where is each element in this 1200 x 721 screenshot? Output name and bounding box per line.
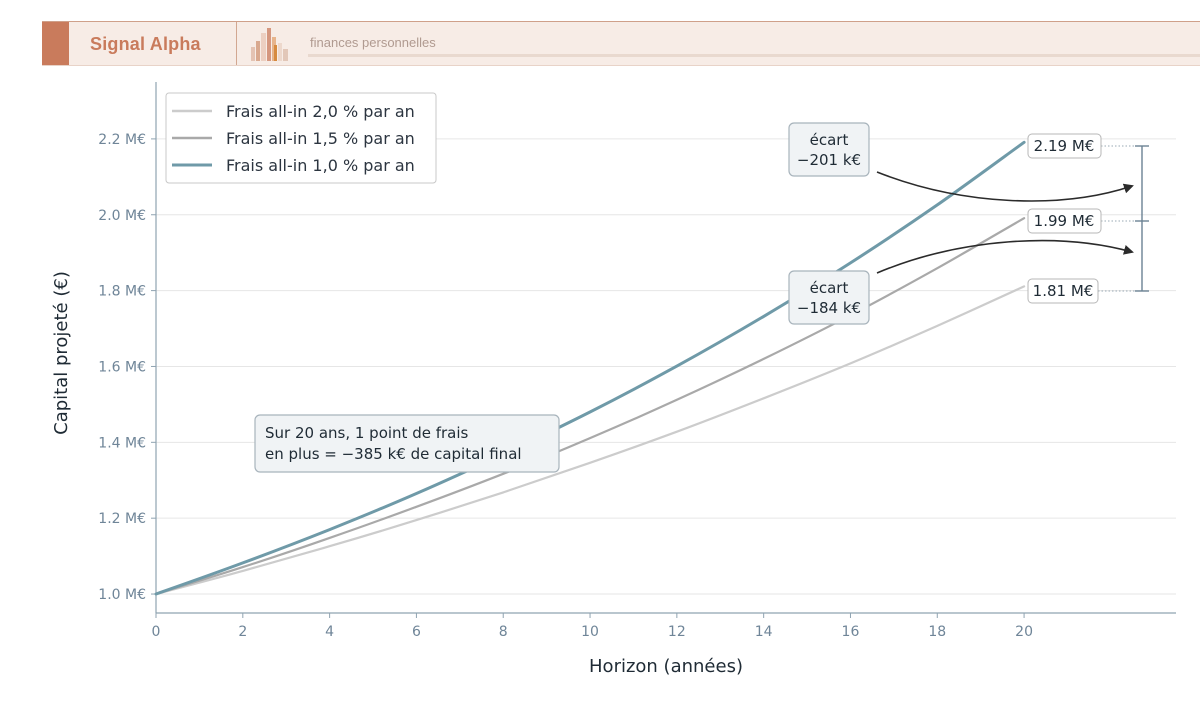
tagline-rule	[308, 54, 1200, 57]
x-tick-label: 2	[238, 624, 247, 640]
x-axis-title: Horizon (années)	[589, 656, 743, 677]
city-bars-icon	[251, 28, 288, 61]
summary-line-2: en plus = −385 k€ de capital final	[265, 445, 522, 463]
end-label-2-0: 1.81 M€	[1033, 282, 1094, 300]
y-tick-label: 1.8 M€	[98, 284, 146, 300]
x-tick-label: 20	[1015, 624, 1033, 640]
legend-label-1-5: Frais all-in 1,5 % par an	[226, 129, 415, 148]
x-tick-labels: 0 2 4 6 8 10 12 14 16 18 20	[152, 613, 1033, 640]
gap-bottom-line-2: −184 k€	[797, 299, 861, 317]
gap-top-arrow	[876, 171, 1134, 202]
x-tick-label: 16	[842, 624, 860, 640]
gap-annotation-top: écart −201 k€	[788, 122, 1134, 202]
gap-top-line-2: −201 k€	[797, 151, 861, 169]
y-tick-label: 1.2 M€	[98, 511, 146, 527]
gap-top-line-1: écart	[810, 131, 849, 149]
series-line-1-0	[154, 140, 1026, 596]
x-tick-label: 6	[412, 624, 421, 640]
legend: Frais all-in 2,0 % par an Frais all-in 1…	[165, 92, 437, 184]
legend-label-2-0: Frais all-in 2,0 % par an	[226, 102, 415, 121]
y-tick-label: 2.0 M€	[98, 208, 146, 224]
y-tick-label: 1.6 M€	[98, 359, 146, 375]
x-tick-label: 4	[325, 624, 334, 640]
header-divider	[236, 22, 237, 65]
legend-frame	[165, 92, 437, 184]
y-tick-labels: 1.0 M€ 1.2 M€ 1.4 M€ 1.6 M€ 1.8 M€ 2.0 M€ 2.2 …	[98, 132, 156, 603]
series-line-1-5	[154, 217, 1026, 596]
end-label-box-2-0	[1027, 278, 1099, 304]
end-label-box-1-0	[1027, 133, 1102, 159]
legend-label-1-0: Frais all-in 1,0 % par an	[226, 156, 415, 175]
series-line-2-0	[154, 285, 1026, 596]
summary-line-1: Sur 20 ans, 1 point de frais	[265, 424, 469, 442]
brand-name[interactable]: Signal Alpha	[90, 34, 201, 54]
end-label-1-0: 2.19 M€	[1034, 137, 1095, 155]
gap-bottom-line-1: écart	[810, 279, 849, 297]
x-tick-label: 12	[668, 624, 686, 640]
summary-annotation: Sur 20 ans, 1 point de frais en plus = −…	[254, 414, 560, 473]
header-bar: Signal Alpha finances personnelles	[42, 21, 1200, 66]
header-accent-block	[42, 22, 69, 65]
y-tick-label: 1.0 M€	[98, 587, 146, 603]
x-tick-label: 14	[755, 624, 773, 640]
x-tick-label: 0	[152, 624, 161, 640]
grid-lines	[156, 138, 1176, 595]
gap-annotation-bottom: écart −184 k€	[788, 239, 1134, 325]
x-tick-label: 18	[928, 624, 946, 640]
gap-bracket	[1135, 145, 1149, 292]
gap-bottom-arrow	[876, 239, 1134, 274]
series-lines	[154, 140, 1026, 596]
x-tick-label: 8	[499, 624, 508, 640]
end-label-box-1-5	[1027, 208, 1102, 234]
gap-top-box	[788, 122, 870, 177]
header-tagline: finances personnelles	[310, 35, 436, 50]
end-label-1-5: 1.99 M€	[1034, 212, 1095, 230]
gap-bottom-box	[788, 270, 870, 325]
y-tick-label: 1.4 M€	[98, 435, 146, 451]
y-axis-title: Capital projeté (€)	[51, 271, 72, 435]
axes	[155, 82, 1176, 614]
x-tick-label: 10	[581, 624, 599, 640]
summary-box	[254, 414, 560, 473]
y-tick-label: 2.2 M€	[98, 132, 146, 148]
end-value-labels: 1.81 M€ 1.99 M€ 2.19 M€	[1027, 133, 1142, 304]
